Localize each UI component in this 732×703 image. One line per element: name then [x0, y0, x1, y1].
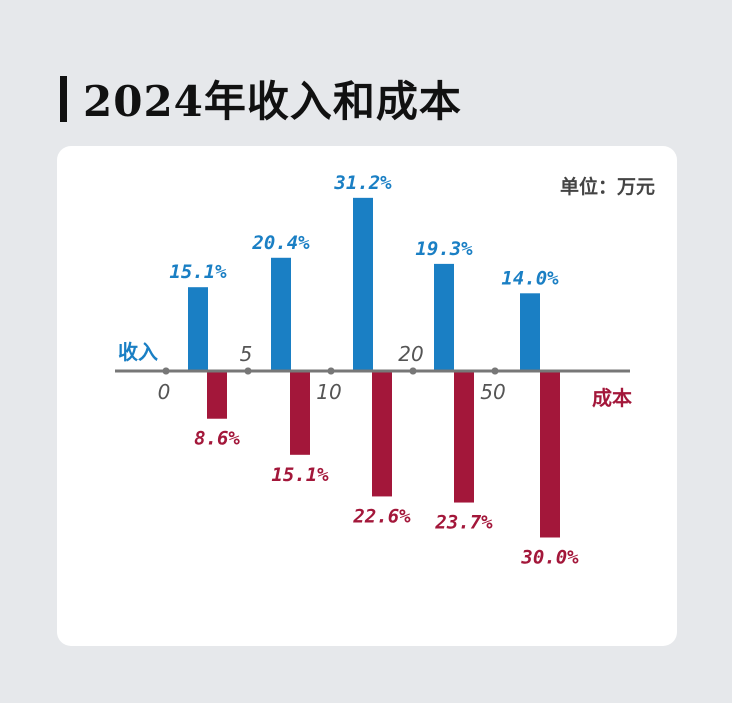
axis-tick-dot-overlay [327, 367, 335, 375]
income-bar [353, 197, 373, 371]
cost-data-label: 15.1% [271, 464, 329, 486]
income-bar [188, 287, 208, 371]
income-data-label: 14.0% [501, 267, 559, 289]
income-data-label: 20.4% [251, 232, 310, 254]
income-bar [271, 257, 291, 371]
cost-bar [207, 371, 227, 419]
income-data-label: 31.2% [333, 172, 392, 194]
x-tick-label: 10 [316, 380, 341, 404]
income-bar [520, 293, 540, 371]
page-title: 2024年收入和成本 [83, 77, 462, 126]
cost-bar [290, 371, 310, 455]
series-label-cost: 成本 [592, 386, 632, 410]
unit-label: 单位：万元 [559, 176, 655, 198]
income-data-label: 15.1% [169, 261, 227, 283]
cost-bar [454, 371, 474, 503]
x-tick-label: 0 [158, 380, 171, 404]
x-tick-label: 5 [240, 342, 253, 366]
cost-bar [540, 371, 560, 538]
income-data-label: 19.3% [415, 238, 473, 260]
title-block: 2024年收入和成本 [60, 68, 462, 129]
axis-tick-dot-overlay [244, 367, 252, 375]
axis-tick-dot-overlay [162, 367, 170, 375]
cost-data-label: 23.7% [434, 512, 493, 534]
axis-tick-dot-overlay [491, 367, 499, 375]
axis-tick-dot-overlay [409, 367, 417, 375]
cost-data-label: 30.0% [520, 547, 579, 569]
title-accent-bar [60, 75, 67, 122]
series-label-income: 收入 [118, 340, 158, 364]
x-tick-label: 50 [480, 380, 505, 404]
cost-data-label: 8.6% [194, 428, 240, 450]
cost-data-label: 22.6% [352, 505, 411, 527]
cost-bar [372, 371, 392, 497]
income-bar [434, 263, 454, 371]
x-tick-label: 20 [398, 342, 423, 366]
